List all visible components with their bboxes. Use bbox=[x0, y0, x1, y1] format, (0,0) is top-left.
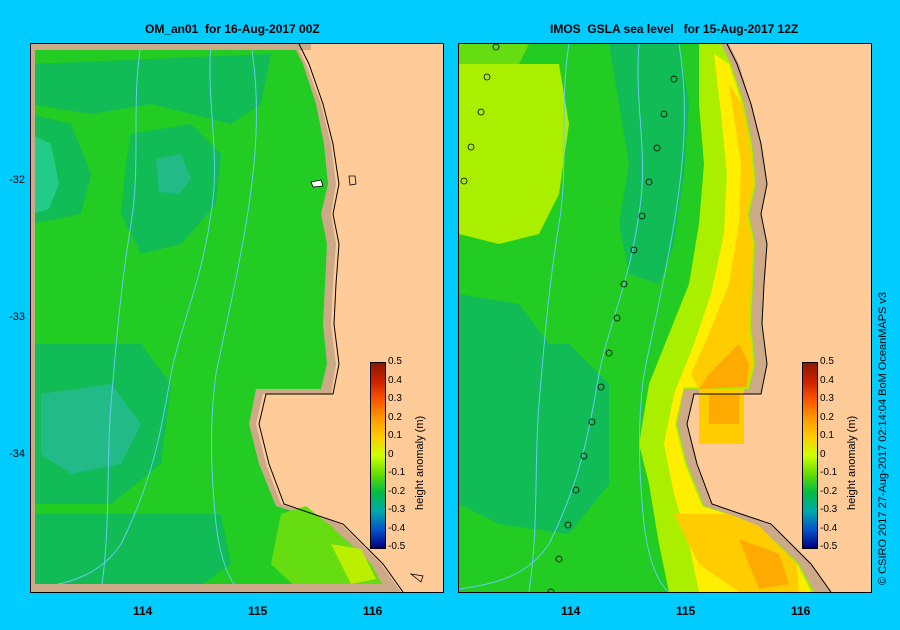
lat-label: -34 bbox=[9, 448, 25, 460]
colorbar-tick-label: -0.3 bbox=[388, 504, 406, 515]
left-panel-title: OM_an01 for 16-Aug-2017 00Z bbox=[145, 22, 320, 36]
colorbar-tick-label: 0.2 bbox=[388, 411, 402, 423]
colorbar-gradient bbox=[370, 362, 386, 549]
colorbar-tick-label: 0.3 bbox=[388, 393, 402, 404]
colorbar-tick-label: -0.4 bbox=[820, 522, 838, 534]
lon-label: 116 bbox=[363, 604, 383, 618]
colorbar-title: height anomaly (m) bbox=[846, 415, 858, 510]
right-map bbox=[458, 43, 872, 593]
left-map bbox=[30, 43, 444, 593]
lat-label: -33 bbox=[9, 311, 25, 323]
colorbar-tick-label: 0.4 bbox=[388, 374, 402, 386]
colorbar-tick-label: 0 bbox=[820, 448, 826, 460]
colorbar-tick-label: -0.5 bbox=[820, 541, 838, 552]
lon-label: 115 bbox=[248, 604, 268, 618]
colorbar-tick-label: -0.1 bbox=[388, 467, 406, 478]
colorbar-tick-label: 0.1 bbox=[820, 430, 834, 441]
colorbar-tick-label: -0.2 bbox=[388, 485, 406, 497]
colorbar-tick-label: 0.5 bbox=[388, 356, 402, 367]
colorbar-gradient bbox=[802, 362, 818, 549]
right-panel-title: IMOS GSLA sea level for 15-Aug-2017 12Z bbox=[550, 22, 799, 36]
colorbar-tick-label: -0.4 bbox=[388, 522, 406, 534]
colorbar-tick-label: 0.1 bbox=[388, 430, 402, 441]
colorbar-tick-label: 0.5 bbox=[820, 356, 834, 367]
colorbar-tick-label: 0.2 bbox=[820, 411, 834, 423]
lon-label: 114 bbox=[133, 604, 153, 618]
colorbar-tick-label: -0.5 bbox=[388, 541, 406, 552]
lon-label: 114 bbox=[561, 604, 581, 618]
credit-text: © CSIRO 2017 27-Aug-2017 02:14:04 BoM Oc… bbox=[877, 291, 889, 585]
colorbar-title: height anomaly (m) bbox=[414, 415, 426, 510]
colorbar-tick-label: 0 bbox=[388, 448, 394, 460]
colorbar-tick-label: -0.2 bbox=[820, 485, 838, 497]
lon-label: 115 bbox=[676, 604, 696, 618]
colorbar-tick-label: 0.4 bbox=[820, 374, 834, 386]
colorbar-tick-label: -0.1 bbox=[820, 467, 838, 478]
colorbar-tick-label: 0.3 bbox=[820, 393, 834, 404]
lat-label: -32 bbox=[9, 174, 25, 186]
lon-label: 116 bbox=[791, 604, 811, 618]
colorbar-tick-label: -0.3 bbox=[820, 504, 838, 515]
